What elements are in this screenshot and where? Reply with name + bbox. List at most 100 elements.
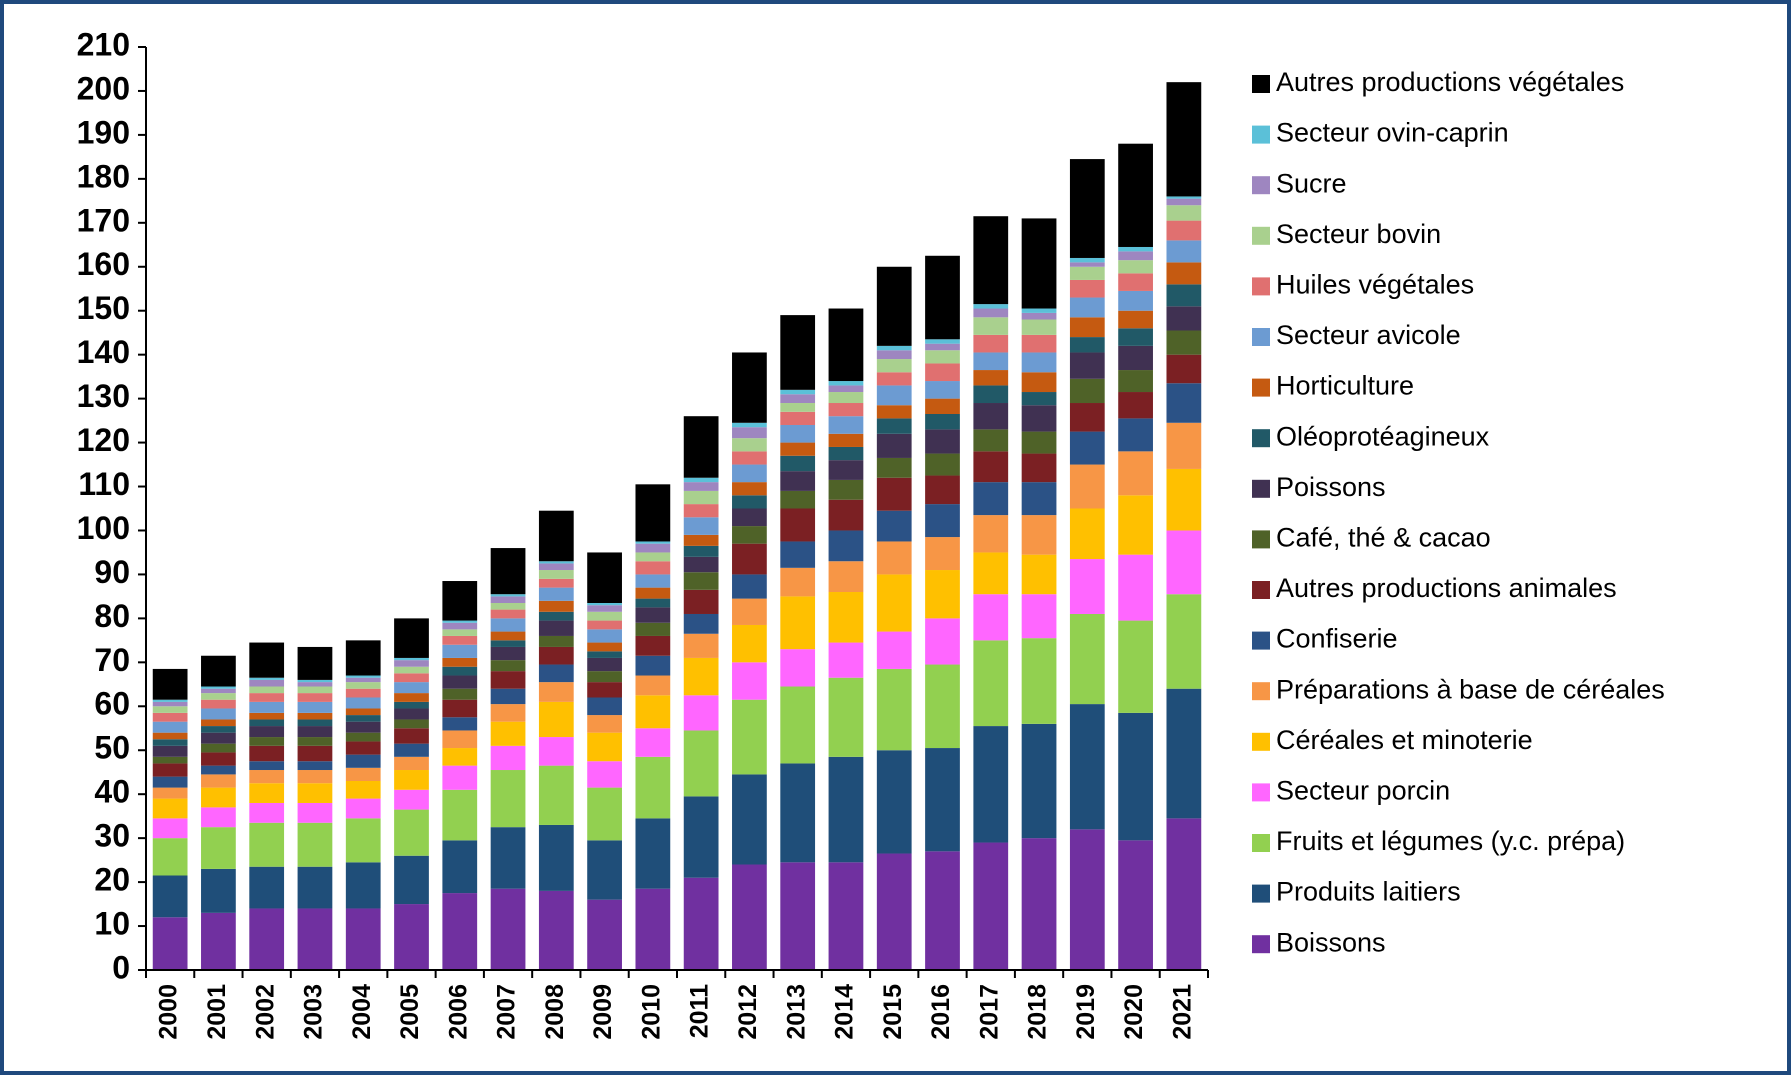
- bar-segment: [732, 864, 767, 970]
- bar-segment: [442, 620, 478, 623]
- bar-segment: [201, 688, 236, 694]
- bar-segment: [828, 677, 864, 757]
- bar-segment: [635, 675, 671, 696]
- bar-segment: [1118, 418, 1153, 452]
- bar-segment: [490, 596, 526, 603]
- bar-segment: [1166, 530, 1202, 595]
- bar-segment: [1021, 308, 1057, 313]
- bar-segment: [1166, 468, 1202, 531]
- bar-segment: [587, 732, 622, 762]
- bar-segment: [1118, 370, 1153, 393]
- bar-segment: [1021, 312, 1057, 320]
- bar-segment: [732, 482, 767, 496]
- bar-segment: [780, 596, 816, 650]
- bar-segment: [442, 675, 478, 689]
- bar-segment: [732, 438, 767, 452]
- bar-segment: [635, 561, 671, 575]
- bar-segment: [876, 668, 912, 751]
- bar-segment: [249, 701, 285, 713]
- bar-segment: [587, 671, 622, 683]
- bar-segment: [683, 613, 719, 634]
- bar-segment: [1021, 352, 1057, 373]
- legend-swatch: [1252, 530, 1270, 549]
- bar-segment: [490, 704, 526, 722]
- bar-segment: [925, 398, 960, 415]
- bar-segment: [249, 802, 285, 823]
- y-tick-label: 140: [77, 334, 130, 370]
- x-tick-label: 2009: [589, 984, 617, 1040]
- bar-segment: [635, 655, 671, 676]
- bar-segment: [345, 708, 381, 716]
- y-tick-label: 150: [77, 290, 130, 326]
- bar-segment: [876, 433, 912, 458]
- bar-segment: [925, 537, 960, 571]
- bar-segment: [876, 750, 912, 854]
- legend-label: Horticulture: [1276, 371, 1414, 401]
- bar-segment: [925, 343, 960, 351]
- bar-segment: [876, 359, 912, 373]
- bar-segment: [538, 578, 574, 588]
- bar-segment: [1021, 515, 1057, 555]
- bar-segment: [925, 664, 960, 749]
- bar-segment: [876, 510, 912, 542]
- bar-segment: [345, 732, 381, 742]
- legend-label: Sucre: [1276, 168, 1347, 198]
- bar-segment: [1166, 284, 1202, 307]
- bar-segment: [683, 633, 719, 658]
- bar-segment: [538, 682, 574, 702]
- bar-segment: [973, 726, 1009, 843]
- bar-segment: [249, 693, 285, 702]
- bar-segment: [152, 732, 188, 740]
- legend-swatch: [1252, 429, 1270, 448]
- bar-segment: [828, 381, 864, 386]
- x-tick-label: 2006: [444, 984, 472, 1040]
- bar-segment: [442, 840, 478, 894]
- bar-segment: [732, 543, 767, 575]
- bar-segment: [1069, 704, 1105, 830]
- y-tick-label: 80: [94, 598, 130, 634]
- legend-label: Confiserie: [1276, 624, 1398, 654]
- bar-segment: [587, 620, 622, 630]
- bar-segment: [683, 477, 719, 483]
- bar-segment: [587, 602, 622, 606]
- x-tick-label: 2001: [203, 984, 231, 1040]
- bar-segment: [876, 345, 912, 351]
- bar-segment: [297, 822, 333, 867]
- bar-segment: [780, 455, 816, 472]
- bar-segment: [1166, 594, 1202, 689]
- bar-segment: [490, 770, 526, 828]
- bar-segment: [732, 508, 767, 527]
- x-tick-label: 2015: [879, 984, 907, 1040]
- y-tick-label: 20: [94, 862, 130, 898]
- y-tick-label: 100: [77, 510, 130, 546]
- bar-segment: [538, 824, 574, 891]
- bar-segment: [973, 640, 1009, 727]
- bar-segment: [201, 787, 236, 808]
- bar-segment: [1021, 723, 1057, 839]
- bar-segment: [732, 574, 767, 599]
- bar-segment: [973, 482, 1009, 516]
- bar-segment: [297, 693, 333, 702]
- bar-segment: [1021, 218, 1057, 309]
- bar-segment: [1118, 328, 1153, 346]
- bar-segment: [345, 697, 381, 709]
- bar-segment: [1069, 266, 1105, 280]
- legend-label: Huiles végétales: [1276, 270, 1474, 300]
- bar-segment: [1069, 257, 1105, 263]
- bar-segment: [587, 715, 622, 733]
- bar-segment: [538, 563, 574, 571]
- x-tick-label: 2004: [348, 984, 376, 1040]
- bar-segment: [1118, 251, 1153, 261]
- bar-segment: [780, 649, 816, 687]
- bar-segment: [297, 802, 333, 823]
- bar-segment: [152, 756, 188, 764]
- bar-segment: [297, 701, 333, 713]
- bar-segment: [732, 352, 767, 423]
- bar-segment: [201, 807, 236, 828]
- bar-segment: [780, 471, 816, 491]
- bar-segment: [732, 526, 767, 544]
- bar-segment: [973, 308, 1009, 318]
- bar-segment: [345, 682, 381, 689]
- bar-segment: [1166, 198, 1202, 206]
